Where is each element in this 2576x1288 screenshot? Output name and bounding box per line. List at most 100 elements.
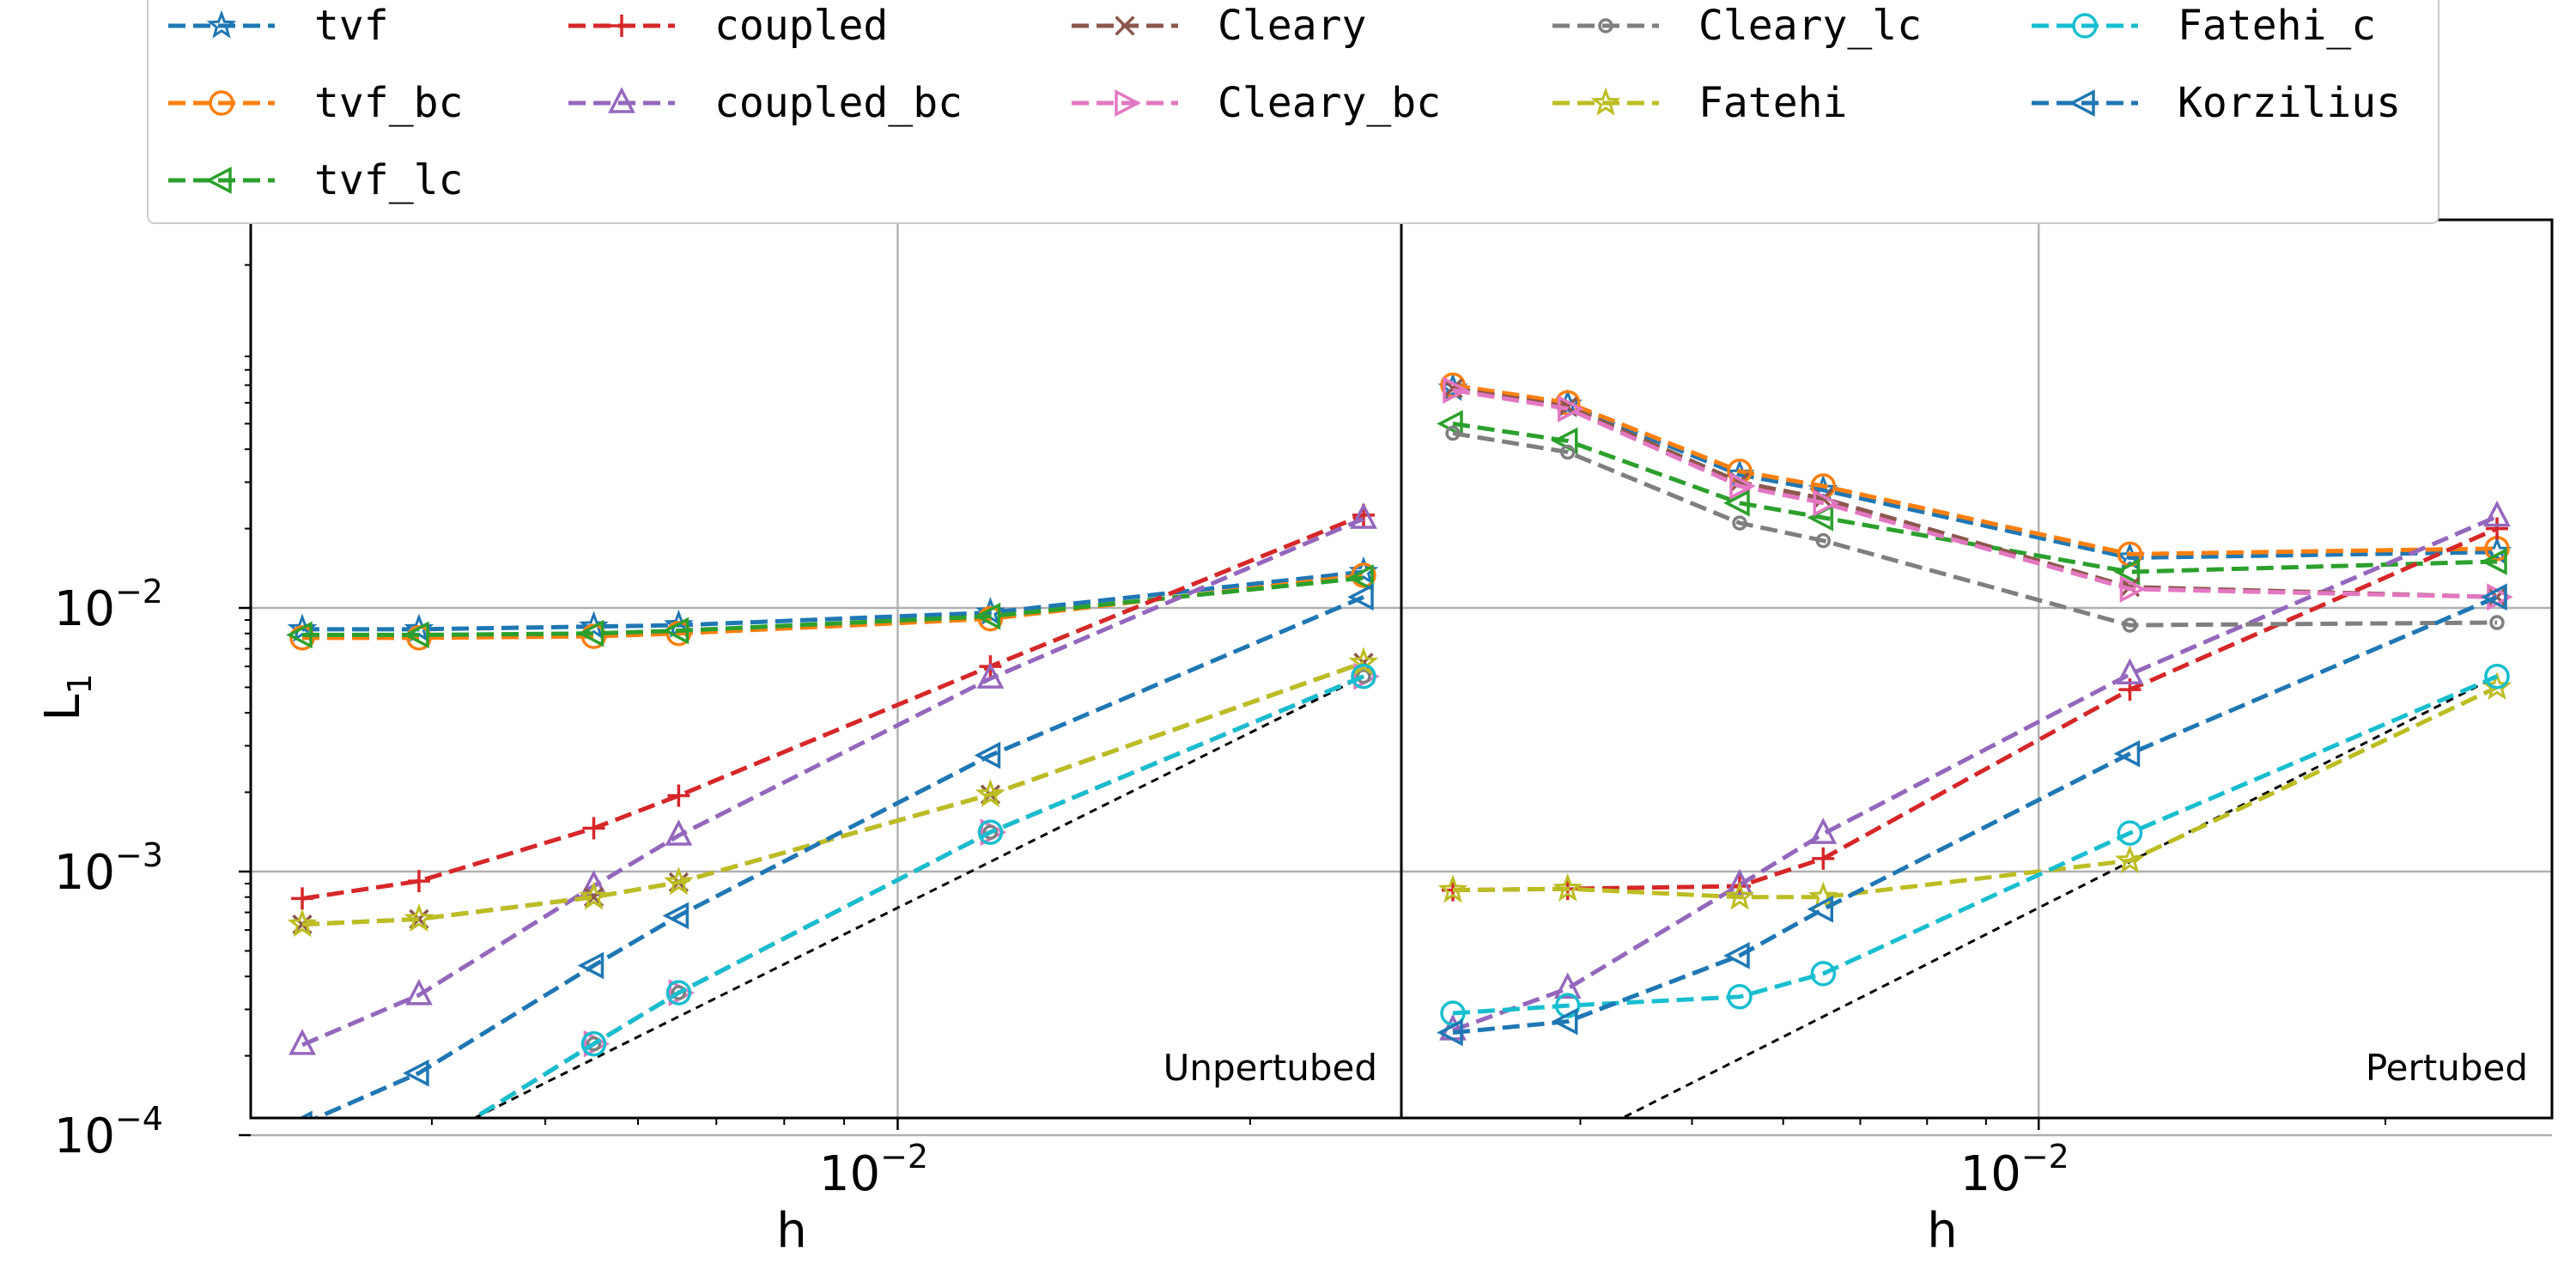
data-point-Cleary_bc — [1729, 472, 1756, 500]
data-point-coupled — [667, 784, 690, 807]
legend-label-Cleary_bc: Cleary_bc — [1218, 79, 1441, 127]
data-point-Fatehi_c — [1554, 993, 1581, 1018]
data-point-coupled — [1812, 847, 1835, 870]
data-point-tvf_lc — [2113, 558, 2141, 586]
legend-marker-tvf_lc — [205, 167, 232, 194]
data-point-coupled_bc — [2483, 500, 2511, 527]
data-point-coupled — [582, 817, 605, 840]
x-axis-label: h — [776, 1203, 807, 1259]
data-point-Cleary_lc — [1559, 444, 1576, 460]
data-point-Fatehi — [664, 866, 694, 896]
data-point-Cleary_bc — [1813, 489, 1840, 517]
data-point-Cleary_lc — [2489, 615, 2505, 630]
legend-label-tvf_lc: tvf_lc — [314, 156, 463, 204]
data-point-Cleary_bc — [294, 1193, 315, 1215]
legend-marker-Cleary — [1115, 15, 1135, 36]
series-line-tvf_lc — [1452, 421, 2498, 574]
data-point-Korzilius — [403, 1059, 429, 1087]
legend-label-Korzilius: Korzilius — [2178, 79, 2401, 127]
series-line-coupled_bc — [1452, 514, 2498, 1033]
data-point-Fatehi — [1552, 872, 1583, 902]
panel-frame — [249, 218, 1403, 1120]
legend-label-Fatehi: Fatehi — [1698, 79, 1847, 127]
legend-marker-tvf_bc — [209, 90, 234, 116]
data-point-coupled_bc — [289, 1029, 316, 1055]
panel-label: Pertubed — [2366, 1047, 2528, 1089]
data-point-Korzilius — [974, 741, 1001, 769]
data-point-tvf_lc — [662, 617, 690, 645]
data-point-coupled_bc — [405, 979, 433, 1005]
x-tick-label: 10−2 — [819, 1138, 928, 1202]
y-tick-exp: −2 — [115, 573, 163, 611]
data-point-Cleary_lc — [982, 824, 999, 840]
data-point-Cleary_bc — [1557, 395, 1584, 422]
data-point-Fatehi_c — [1727, 984, 1753, 1010]
series-line-Fatehi_c — [470, 674, 1364, 1118]
legend-label-Cleary_lc: Cleary_lc — [1698, 2, 1922, 50]
data-point-coupled_bc — [1350, 502, 1377, 529]
legend: tvf tvf_bc tvf_lc coupled coupled_bc Cleary Cl… — [147, 0, 2439, 224]
legend-marker-Cleary_bc — [1115, 89, 1141, 117]
data-point-Cleary_bc — [1443, 376, 1469, 404]
legend-item-tvf_lc: tvf_lc — [168, 156, 463, 204]
data-point-tvf_lc — [577, 619, 605, 647]
data-point-tvf_lc — [2481, 548, 2507, 575]
data-point-Korzilius — [1347, 583, 1374, 611]
data-point-Fatehi_c — [1810, 961, 1837, 987]
legend-item-tvf: tvf — [168, 2, 389, 50]
data-point-Korzilius — [1437, 1018, 1463, 1047]
y-tick-label: 10−2 — [54, 573, 163, 637]
data-point-Cleary_lc — [1815, 532, 1832, 549]
data-point-coupled_bc — [976, 662, 1005, 689]
data-point-tvf_bc — [1351, 562, 1376, 588]
x-tick-exp: −2 — [2021, 1138, 2069, 1176]
legend-marker-Korzilius — [2069, 89, 2095, 117]
data-point-Fatehi — [1348, 647, 1379, 676]
legend-label-tvf_bc: tvf_bc — [314, 79, 463, 127]
legend-item-Fatehi_c: Fatehi_c — [2032, 2, 2376, 50]
series-line-Korzilius — [311, 594, 1364, 1118]
legend-marker-Cleary_lc — [1598, 18, 1613, 33]
x-tick-label: 10−2 — [1960, 1138, 2069, 1202]
data-point-Korzilius — [1723, 941, 1750, 969]
y-tick-exp: −4 — [115, 1100, 163, 1138]
data-point-tvf_lc — [403, 621, 429, 649]
legend-label-coupled_bc: coupled_bc — [714, 79, 963, 127]
series-line-coupled — [1452, 526, 2499, 893]
legend-label-coupled: coupled — [714, 2, 888, 50]
data-point-tvf_lc — [1347, 564, 1374, 592]
data-point-tvf_lc — [1437, 410, 1463, 438]
data-point-coupled — [2486, 517, 2508, 540]
legend-item-Cleary: Cleary — [1072, 2, 1366, 50]
data-point-Cleary_lc — [1445, 425, 1461, 441]
panel-perturbed: 10−2h Pertubed — [1400, 218, 2554, 1259]
legend-marker-Fatehi — [1590, 87, 1621, 116]
series-line-tvf_bc — [1452, 383, 2498, 556]
data-point-Korzilius — [662, 902, 690, 930]
y-tick-exp: −3 — [115, 836, 163, 874]
legend-marker-Fatehi_c — [2072, 13, 2098, 39]
data-point-coupled_bc — [580, 870, 608, 896]
data-point-Korzilius — [298, 1110, 313, 1118]
series-group — [286, 502, 1380, 1215]
data-point-Cleary_lc — [413, 1146, 425, 1158]
legend-item-Korzilius: Korzilius — [2032, 79, 2401, 127]
y-tick-label: 10−4 — [54, 1100, 163, 1164]
reference-line — [471, 675, 1364, 1118]
legend-item-Fatehi: Fatehi — [1552, 79, 1847, 127]
legend-marker-tvf — [206, 9, 237, 39]
data-point-Cleary_lc — [296, 1198, 308, 1210]
data-point-Fatehi_c — [977, 819, 1004, 845]
panel-unperturbed: 10−2h Unpertubed — [249, 218, 1403, 1259]
data-point-Fatehi — [287, 908, 318, 938]
data-point-Korzilius — [2113, 739, 2141, 768]
data-point-Fatehi_c — [580, 1030, 607, 1057]
y-axis: 10−2 10−3 10−4 L1 — [35, 264, 251, 1164]
data-point-Korzilius — [1807, 895, 1834, 923]
series-line-Fatehi — [301, 660, 1364, 927]
data-point-Fatehi_c — [291, 1193, 313, 1215]
data-point-coupled — [291, 887, 313, 910]
data-point-Korzilius — [2481, 583, 2507, 611]
data-point-Cleary_lc — [671, 985, 687, 1000]
